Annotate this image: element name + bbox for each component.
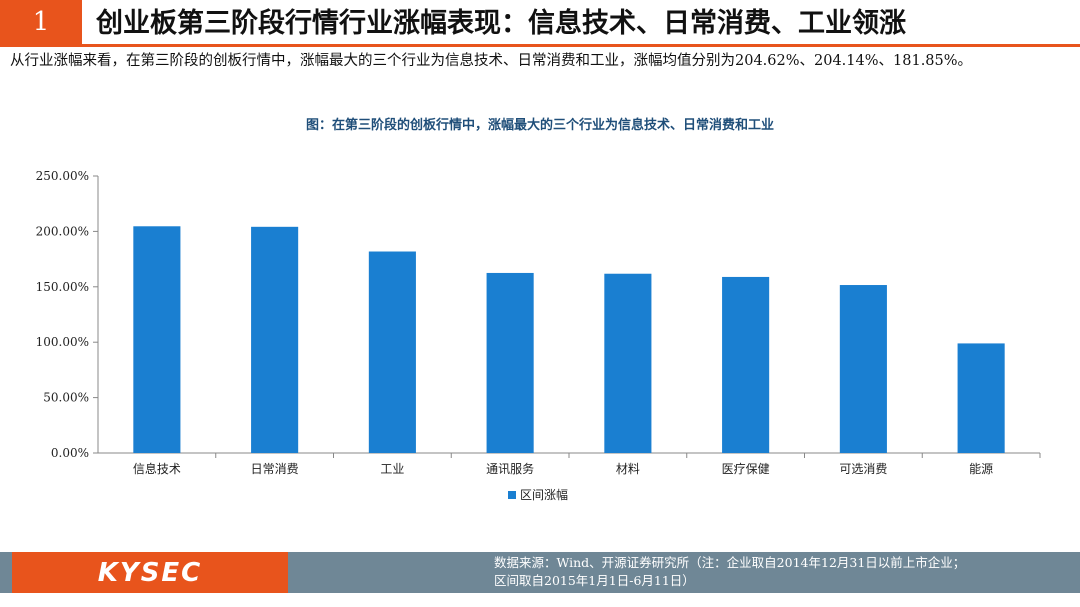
y-tick-label: 200.00%: [36, 224, 89, 238]
bar: [133, 226, 181, 453]
source-line-1: 数据来源：Wind、开源证券研究所（注：企业取自2014年12月31日以前上市企…: [494, 555, 966, 570]
x-tick-label: 工业: [380, 462, 404, 476]
x-tick-label: 信息技术: [133, 461, 181, 476]
bar: [839, 285, 887, 453]
slide-number: 1: [0, 0, 82, 44]
bar: [957, 343, 1005, 453]
x-tick-label: 能源: [969, 462, 993, 476]
legend-label: 区间涨幅: [520, 487, 568, 502]
x-tick-label: 日常消费: [251, 462, 299, 476]
x-tick-label: 通讯服务: [486, 461, 534, 476]
bar: [368, 251, 416, 453]
y-tick-label: 250.00%: [36, 169, 89, 183]
source-note: 数据来源：Wind、开源证券研究所（注：企业取自2014年12月31日以前上市企…: [494, 554, 1074, 590]
x-tick-label: 材料: [616, 462, 640, 476]
bar: [722, 276, 770, 453]
summary-paragraph: 从行业涨幅来看，在第三阶段的创板行情中，涨幅最大的三个行业为信息技术、日常消费和…: [10, 53, 973, 69]
bar: [251, 226, 299, 453]
chart-title: 图：在第三阶段的创板行情中，涨幅最大的三个行业为信息技术、日常消费和工业: [305, 118, 774, 133]
bar: [604, 273, 652, 453]
y-tick-label: 100.00%: [36, 335, 89, 349]
page-title: 创业板第三阶段行情行业涨幅表现：信息技术、日常消费、工业领涨: [96, 8, 906, 39]
y-tick-label: 150.00%: [36, 280, 89, 294]
bar: [486, 272, 534, 453]
x-tick-label: 医疗保健: [722, 462, 770, 476]
y-tick-label: 0.00%: [51, 446, 89, 460]
company-logo: KYSEC: [12, 552, 288, 593]
title-divider: [0, 44, 1080, 47]
source-line-2: 区间取自2015年1月1日-6月11日）: [494, 573, 695, 588]
x-tick-label: 可选消费: [839, 462, 887, 476]
y-tick-label: 50.00%: [43, 391, 89, 405]
legend-swatch: [508, 491, 516, 499]
bar-chart: 0.00% 50.00% 100.00% 150.00% 200.00% 250.00% 信…: [36, 169, 1041, 502]
